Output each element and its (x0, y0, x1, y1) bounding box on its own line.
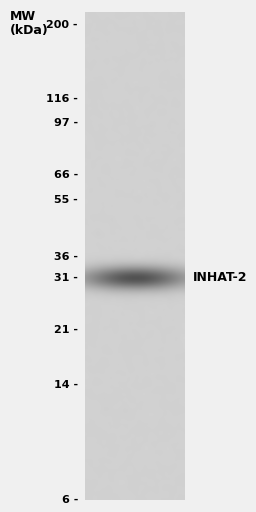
Text: (kDa): (kDa) (10, 24, 49, 37)
Text: 36 -: 36 - (54, 252, 78, 262)
Text: 6 -: 6 - (62, 495, 78, 505)
Text: 14 -: 14 - (54, 380, 78, 390)
Text: INHAT-2: INHAT-2 (193, 271, 248, 284)
Text: 55 -: 55 - (54, 195, 78, 205)
Text: 21 -: 21 - (54, 325, 78, 335)
Text: 200 -: 200 - (47, 20, 78, 30)
Text: 31 -: 31 - (54, 272, 78, 283)
Text: MW: MW (10, 10, 36, 23)
Text: 116 -: 116 - (46, 94, 78, 104)
Text: 66 -: 66 - (54, 170, 78, 180)
Text: 97 -: 97 - (54, 118, 78, 128)
